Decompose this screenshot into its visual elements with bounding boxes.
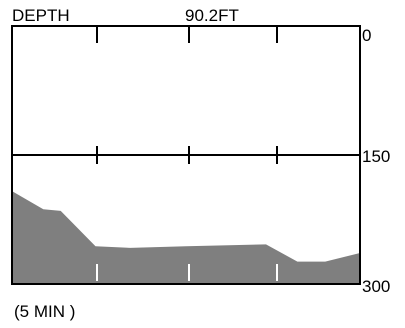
- scale-label-middle: 150: [362, 147, 391, 166]
- tick-marks: [96, 26, 278, 281]
- seabed-area: [12, 191, 360, 284]
- depth-title: DEPTH: [12, 6, 70, 25]
- time-scale-label: (5 MIN ): [14, 302, 76, 321]
- depth-reading: 90.2FT: [185, 6, 239, 25]
- scale-label-bottom: 300: [362, 277, 391, 296]
- scale-label-top: 0: [362, 26, 372, 45]
